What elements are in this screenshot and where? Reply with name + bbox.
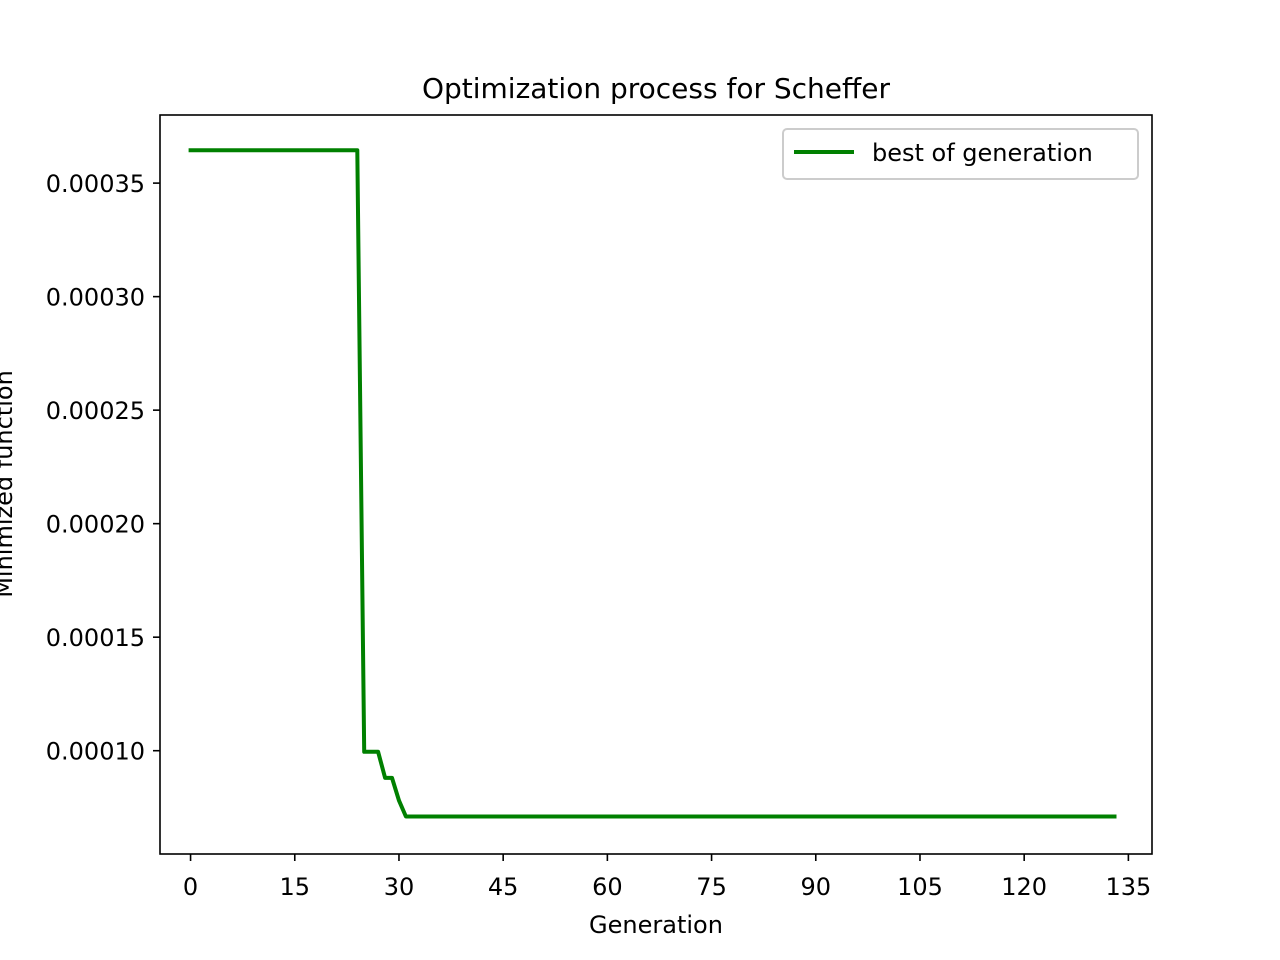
y-tick-label: 0.00035 — [46, 170, 145, 198]
x-tick-label: 60 — [592, 873, 623, 901]
x-tick-label: 75 — [696, 873, 727, 901]
y-tick-label: 0.00010 — [46, 738, 145, 766]
legend: best of generation — [782, 128, 1139, 180]
chart-title: Optimization process for Scheffer — [422, 72, 891, 105]
legend-box — [782, 128, 1139, 180]
series-line-0 — [188, 148, 1117, 819]
x-tick-label: 45 — [488, 873, 519, 901]
y-tick-label: 0.00030 — [46, 284, 145, 312]
x-tick-label: 0 — [183, 873, 198, 901]
y-tick-label: 0.00025 — [46, 397, 145, 425]
x-axis-title: Generation — [589, 911, 723, 939]
x-tick-label: 15 — [279, 873, 310, 901]
axes-frame — [159, 114, 1153, 855]
plot-area: 0 15 30 45 60 75 90 105 120 135 0.00010 0.00015 0.00… — [46, 114, 1153, 901]
x-tick-label: 90 — [801, 873, 832, 901]
x-tick-label: 135 — [1105, 873, 1151, 901]
x-tick-label: 105 — [897, 873, 943, 901]
y-axis-title: Minimized function — [0, 370, 18, 598]
x-tick-label: 120 — [1001, 873, 1047, 901]
y-tick-label: 0.00015 — [46, 624, 145, 652]
x-tick-label: 30 — [384, 873, 415, 901]
legend-label: best of generation — [872, 139, 1093, 167]
y-tick-label: 0.00020 — [46, 511, 145, 539]
